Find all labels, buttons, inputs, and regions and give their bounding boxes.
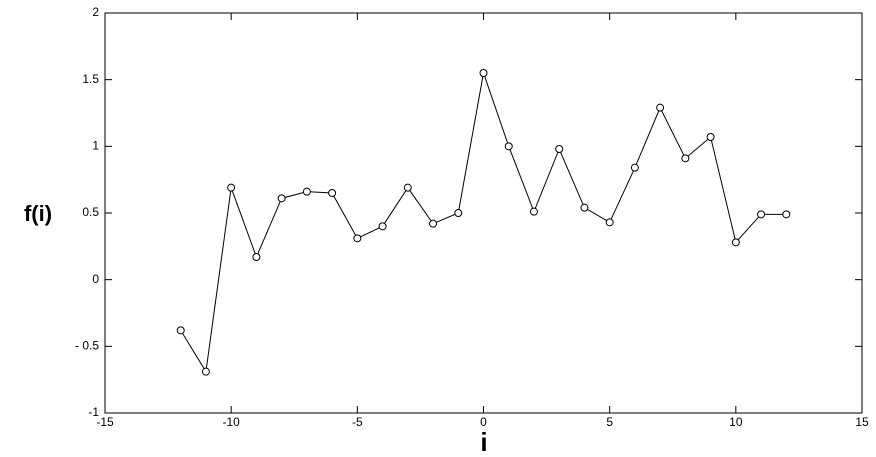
data-point — [758, 211, 765, 218]
y-axis-label: f(i) — [24, 201, 52, 226]
data-point — [455, 210, 462, 217]
data-point — [430, 220, 437, 227]
y-tick-label: - 0.5 — [75, 339, 99, 353]
x-tick-label: -5 — [352, 415, 363, 429]
data-point — [253, 254, 260, 261]
data-point — [631, 164, 638, 171]
page: {"chart_data": {"type": "line", "x_label… — [0, 0, 876, 457]
data-point — [606, 219, 613, 226]
chart: f(i) i -1- 0.500.511.52-15-10-5051015 — [0, 0, 876, 457]
y-tick-label: 1 — [92, 139, 99, 153]
data-point — [657, 104, 664, 111]
x-tick-label: -10 — [222, 415, 240, 429]
x-axis-label: i — [480, 427, 487, 457]
data-point — [530, 208, 537, 215]
data-point — [228, 184, 235, 191]
x-tick-label: -15 — [96, 415, 114, 429]
data-point — [303, 188, 310, 195]
data-point — [202, 368, 209, 375]
x-tick-label: 10 — [729, 415, 743, 429]
x-tick-label: 15 — [855, 415, 869, 429]
data-point — [480, 70, 487, 77]
x-tick-label: 5 — [606, 415, 613, 429]
data-point — [707, 134, 714, 141]
data-point — [505, 143, 512, 150]
data-point — [732, 239, 739, 246]
y-tick-label: 0 — [92, 272, 99, 286]
y-tick-label: 0.5 — [82, 205, 99, 219]
data-point — [354, 235, 361, 242]
data-point — [379, 223, 386, 230]
x-tick-label: 0 — [480, 415, 487, 429]
data-point — [682, 155, 689, 162]
data-point — [556, 146, 563, 153]
data-point — [329, 190, 336, 197]
data-point — [177, 327, 184, 334]
data-point — [581, 204, 588, 211]
data-line — [181, 73, 787, 372]
data-point — [404, 184, 411, 191]
data-point — [783, 211, 790, 218]
y-tick-label: 2 — [92, 5, 99, 19]
y-tick-label: 1.5 — [82, 72, 99, 86]
data-point — [278, 195, 285, 202]
